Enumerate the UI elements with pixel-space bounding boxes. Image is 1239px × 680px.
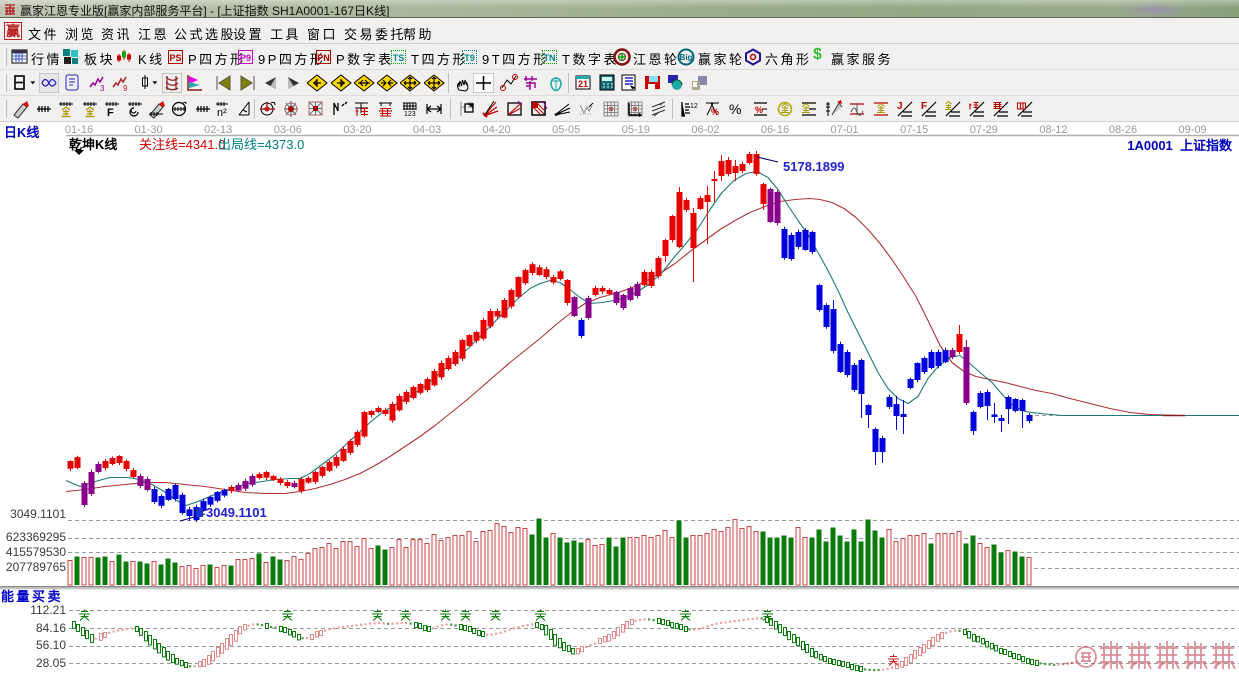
svg-text:F: F bbox=[107, 107, 114, 119]
svg-text:84.16: 84.16 bbox=[36, 621, 66, 635]
svg-text:07-01: 07-01 bbox=[831, 124, 859, 136]
svg-text:%: % bbox=[729, 101, 741, 117]
svg-text:出局线=4373.0: 出局线=4373.0 bbox=[218, 137, 304, 152]
svg-text:06-02: 06-02 bbox=[691, 124, 719, 136]
svg-text:56.10: 56.10 bbox=[36, 638, 66, 652]
svg-text:1A0001 上证指数: 1A0001 上证指数 bbox=[1127, 138, 1233, 153]
svg-text:9: 9 bbox=[123, 84, 128, 93]
svg-text:乾坤K线: 乾坤K线 bbox=[69, 137, 117, 152]
svg-text:%: % bbox=[755, 105, 763, 115]
svg-text:123: 123 bbox=[690, 103, 698, 110]
svg-text:07-15: 07-15 bbox=[900, 124, 928, 136]
svg-text:28.05: 28.05 bbox=[36, 656, 66, 670]
svg-text:06-16: 06-16 bbox=[761, 124, 789, 136]
svg-text:09-09: 09-09 bbox=[1179, 124, 1207, 136]
svg-text:623369295: 623369295 bbox=[6, 530, 66, 544]
svg-text:日K线: 日K线 bbox=[4, 125, 39, 140]
svg-text:能量买卖: 能量买卖 bbox=[1, 589, 63, 604]
svg-text:03-06: 03-06 bbox=[274, 124, 302, 136]
svg-text:04-20: 04-20 bbox=[483, 124, 511, 136]
svg-text:%: % bbox=[711, 107, 719, 117]
svg-text:03-20: 03-20 bbox=[343, 124, 371, 136]
svg-text:07-29: 07-29 bbox=[970, 124, 998, 136]
svg-text:05-19: 05-19 bbox=[622, 124, 650, 136]
svg-text:05-05: 05-05 bbox=[552, 124, 580, 136]
svg-text:n²: n² bbox=[217, 107, 227, 119]
svg-text:08-26: 08-26 bbox=[1109, 124, 1137, 136]
svg-text:3049.1101: 3049.1101 bbox=[206, 505, 267, 520]
svg-text:112.21: 112.21 bbox=[30, 603, 66, 617]
svg-text:Big: Big bbox=[680, 53, 693, 62]
svg-text:J: J bbox=[897, 101, 903, 112]
svg-text:02-13: 02-13 bbox=[204, 124, 232, 136]
svg-text:415579530: 415579530 bbox=[6, 545, 66, 559]
svg-text:01-16: 01-16 bbox=[65, 124, 93, 136]
svg-text:F: F bbox=[921, 101, 927, 112]
svg-text:08-12: 08-12 bbox=[1039, 124, 1067, 136]
svg-text:3049.1101: 3049.1101 bbox=[10, 507, 66, 521]
svg-text:207789765: 207789765 bbox=[6, 560, 66, 574]
svg-text:21: 21 bbox=[578, 79, 588, 89]
svg-text:123: 123 bbox=[404, 111, 416, 118]
svg-text:5178.1899: 5178.1899 bbox=[783, 159, 844, 174]
svg-text:01-30: 01-30 bbox=[135, 124, 163, 136]
svg-text:04-03: 04-03 bbox=[413, 124, 441, 136]
svg-text:关注线=4341.0: 关注线=4341.0 bbox=[139, 137, 225, 152]
svg-text:3: 3 bbox=[100, 84, 105, 93]
